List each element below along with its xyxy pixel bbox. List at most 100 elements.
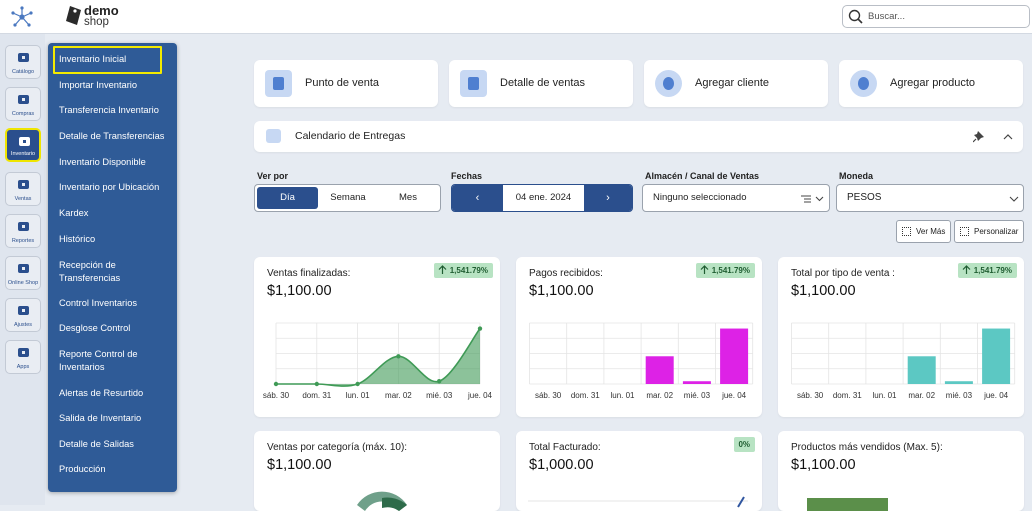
- x-tick-label: sáb. 30: [797, 391, 824, 400]
- change-badge: 1,541.79%: [957, 263, 1017, 278]
- submenu-item[interactable]: Importar Inventario: [59, 80, 138, 90]
- submenu-item[interactable]: Reporte Control de Inventarios: [59, 349, 138, 372]
- change-badge: 1,541.79%: [695, 263, 755, 278]
- rail-button[interactable]: Ventas: [5, 172, 41, 206]
- x-tick-label: jue. 04: [721, 391, 747, 400]
- submenu-item[interactable]: Alertas de Resurtido: [59, 388, 144, 398]
- point: [477, 326, 483, 331]
- submenu-item[interactable]: Inventario por Ubicación: [59, 182, 160, 192]
- date-control: ‹ 04 ene. 2024 ›: [451, 184, 633, 212]
- filter-label: Almacén / Canal de Ventas: [645, 171, 760, 181]
- calendar-bar[interactable]: Calendario de Entregas: [254, 121, 1023, 152]
- submenu-item[interactable]: Salida de Inventario: [59, 413, 142, 423]
- action-button[interactable]: Personalizar: [954, 220, 1024, 243]
- rail-label: Apps: [16, 364, 30, 370]
- action-label: Punto de venta: [305, 77, 380, 89]
- card-title: Pagos recibidos:: [529, 268, 603, 279]
- quick-action[interactable]: Agregar producto: [839, 60, 1023, 107]
- view-option[interactable]: Semana: [330, 192, 366, 203]
- warehouse-select[interactable]: Ninguno seleccionado: [642, 184, 830, 212]
- date-value: 04 ene. 2024: [515, 192, 572, 203]
- glyph: [22, 98, 25, 101]
- bar: [982, 328, 1011, 384]
- view-option[interactable]: Mes: [399, 192, 417, 203]
- filter-label: Moneda: [839, 171, 874, 181]
- action-label: Detalle de ventas: [500, 77, 585, 89]
- submenu-item[interactable]: Inventario Disponible: [59, 157, 146, 167]
- rail-button[interactable]: Apps: [5, 340, 41, 374]
- rail-label: Compras: [11, 111, 35, 117]
- rail-label: Ventas: [14, 196, 32, 202]
- segmented-control: Día Semana Mes: [254, 184, 441, 212]
- card-chart: [528, 496, 748, 508]
- quick-action[interactable]: Agregar cliente: [644, 60, 828, 107]
- rail-button[interactable]: Online Shop: [5, 256, 41, 290]
- chevron: [1009, 196, 1019, 202]
- logo-icon: [66, 6, 81, 25]
- x-tick-label: dom. 31: [302, 391, 331, 400]
- action-glyph: [858, 77, 869, 90]
- rail-label: Catálogo: [11, 69, 35, 75]
- rail-icon: [18, 264, 29, 273]
- rail-label: Reportes: [11, 238, 35, 244]
- submenu-item[interactable]: Transferencia Inventario: [59, 105, 159, 115]
- search-placeholder: Buscar...: [868, 11, 905, 22]
- point: [273, 381, 279, 387]
- next-button[interactable]: ›: [584, 185, 632, 211]
- line-hint: [737, 496, 745, 508]
- rail-button[interactable]: Ajustes: [5, 298, 41, 332]
- kpi-card: Total Facturado: $1,000.00 0%: [516, 431, 762, 511]
- rail-icon: [18, 348, 29, 357]
- logo-text: shop: [84, 16, 109, 28]
- view-option[interactable]: Día: [257, 187, 318, 209]
- currency-select[interactable]: PESOS: [836, 184, 1024, 212]
- submenu-item[interactable]: Desglose Control: [59, 323, 131, 333]
- submenu-item[interactable]: Recepción de Transferencias: [59, 260, 121, 283]
- quick-action[interactable]: Punto de venta: [254, 60, 438, 107]
- prev-button[interactable]: ‹: [452, 185, 503, 211]
- quick-action[interactable]: Detalle de ventas: [449, 60, 633, 107]
- arrow: [700, 265, 709, 274]
- x-tick-label: mié. 03: [426, 391, 453, 400]
- action-icon: [460, 70, 487, 97]
- submenu-item[interactable]: Histórico: [59, 234, 96, 244]
- rail-button[interactable]: Catálogo: [5, 45, 41, 79]
- rail-button[interactable]: Compras: [5, 87, 41, 121]
- search-box[interactable]: Buscar...: [842, 5, 1030, 28]
- app-icon[interactable]: [10, 6, 34, 28]
- arrow: [962, 265, 971, 274]
- card-chart: [357, 491, 407, 511]
- glyph: [22, 56, 25, 59]
- submenu-item[interactable]: Kardex: [59, 208, 89, 218]
- action-icon: [655, 70, 682, 97]
- card-chart: sáb. 30 dom. 31 lun. 01 mar. 02 mié. 03 jue. …: [263, 322, 493, 400]
- x-tick-label: sáb. 30: [535, 391, 562, 400]
- action-icon: [850, 70, 877, 97]
- x-tick-label: mié. 03: [946, 391, 973, 400]
- submenu-item[interactable]: Inventario Inicial: [59, 54, 127, 64]
- button-icon: [902, 227, 911, 236]
- calendar-tools[interactable]: [973, 130, 1013, 144]
- submenu-item[interactable]: Detalle de Salidas: [59, 439, 134, 449]
- kpi-card: Productos más vendidos (Max. 5): $1,100.0…: [778, 431, 1024, 511]
- search-icon: [848, 9, 863, 24]
- rail-icon: [18, 180, 29, 189]
- card-title: Productos más vendidos (Max. 5):: [791, 442, 943, 453]
- icon-rail: Catálogo Compras Inventario Ventas Reportes O…: [0, 34, 45, 505]
- bar: [944, 381, 973, 384]
- action-glyph: [273, 77, 284, 90]
- x-tick-label: mar. 02: [385, 391, 412, 400]
- x-tick-label: lun. 01: [610, 391, 635, 400]
- card-chart: [807, 498, 888, 511]
- action-button[interactable]: Ver Más: [896, 220, 951, 243]
- card-amount: $1,000.00: [529, 457, 594, 473]
- rail-button[interactable]: Reportes: [5, 214, 41, 248]
- action-label: Agregar cliente: [695, 77, 769, 89]
- submenu-item[interactable]: Producción: [59, 464, 106, 474]
- rail-button[interactable]: Inventario: [5, 128, 41, 162]
- submenu-item[interactable]: Control Inventarios: [59, 298, 138, 308]
- submenu-item[interactable]: Detalle de Transferencias: [59, 131, 165, 141]
- highlight: [53, 46, 162, 74]
- card-amount: $1,100.00: [267, 283, 332, 299]
- x-tick-label: jue. 04: [467, 391, 493, 400]
